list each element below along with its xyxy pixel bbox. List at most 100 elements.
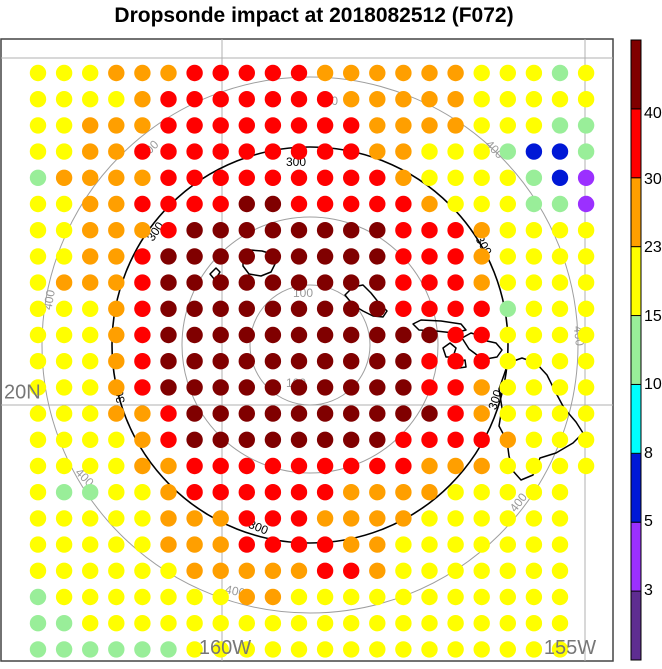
impact-dot: [108, 300, 125, 317]
impact-dot: [525, 536, 543, 553]
impact-dot: [238, 536, 255, 553]
impact-dot: [108, 195, 125, 213]
impact-dot: [525, 64, 543, 82]
impact-dot: [290, 484, 308, 501]
impact-dot: [29, 588, 47, 606]
impact-dot: [447, 169, 464, 186]
impact-dot: [395, 431, 412, 448]
impact-dot: [577, 353, 595, 370]
impact-dot: [343, 64, 360, 82]
range-circle-400: [41, 76, 579, 614]
impact-dot: [264, 457, 282, 475]
impact-dot: [160, 379, 177, 396]
impact-dot: [343, 641, 360, 658]
impact-dot: [499, 326, 516, 344]
impact-dot: [447, 405, 464, 422]
impact-dot: [212, 300, 229, 317]
impact-dot: [473, 143, 490, 160]
impact-dot: [160, 326, 177, 344]
impact-dot: [212, 326, 229, 344]
impact-dot: [343, 457, 360, 475]
impact-dot: [108, 91, 125, 108]
impact-dot: [108, 510, 125, 527]
impact-dot: [421, 274, 438, 291]
impact-dot: [82, 117, 99, 134]
impact-dot: [447, 64, 464, 82]
impact-dot: [473, 615, 490, 632]
impact-dot: [499, 641, 516, 658]
impact-dot: [551, 510, 569, 527]
impact-dot: [160, 248, 177, 265]
impact-dot: [186, 457, 203, 475]
impact-dot: [134, 169, 151, 186]
impact-dot: [134, 588, 151, 606]
impact-dot: [108, 143, 125, 160]
impact-dot: [577, 169, 595, 186]
impact-dot: [290, 143, 308, 160]
impact-dot: [108, 326, 125, 344]
impact-dot: [134, 431, 151, 448]
impact-dot: [160, 195, 177, 213]
impact-dot: [395, 353, 412, 370]
impact-dot: [238, 484, 255, 501]
impact-dot: [82, 91, 99, 108]
impact-dot: [290, 195, 308, 213]
impact-dot: [395, 195, 412, 213]
impact-dot: [290, 510, 308, 527]
impact-dot: [160, 484, 177, 501]
impact-dot: [108, 484, 125, 501]
impact-dot: [238, 379, 255, 396]
impact-dot: [316, 326, 334, 344]
impact-dot: [55, 510, 73, 527]
impact-dot: [343, 91, 360, 108]
impact-dot: [551, 117, 569, 134]
impact-dot: [551, 248, 569, 265]
impact-dot: [134, 457, 151, 475]
impact-dot: [29, 195, 47, 213]
impact-dot: [447, 431, 464, 448]
impact-dot: [29, 143, 47, 160]
impact-dot: [499, 64, 516, 82]
impact-dot: [551, 326, 569, 344]
impact-dot: [134, 274, 151, 291]
impact-dot: [473, 484, 490, 501]
impact-dot: [82, 562, 99, 579]
impact-dot: [238, 641, 255, 658]
impact-dot: [55, 64, 73, 82]
colorbar: [630, 39, 642, 661]
impact-dot: [369, 143, 386, 160]
impact-dot: [395, 510, 412, 527]
impact-dot: [238, 405, 255, 422]
impact-dot: [421, 326, 438, 344]
impact-dot: [82, 510, 99, 527]
impact-dot: [316, 405, 334, 422]
impact-dot: [238, 91, 255, 108]
impact-dot: [238, 274, 255, 291]
colorbar-label-40: 40: [644, 105, 662, 122]
impact-dot: [108, 405, 125, 422]
impact-dot: [82, 379, 99, 396]
impact-dot: [447, 457, 464, 475]
impact-dot: [186, 248, 203, 265]
impact-dot: [238, 64, 255, 82]
impact-dot: [447, 641, 464, 658]
colorbar-frame: [630, 39, 642, 661]
impact-dot: [395, 562, 412, 579]
impact-dot: [316, 169, 334, 186]
impact-dot: [160, 405, 177, 422]
impact-dot: [499, 195, 516, 213]
impact-dot: [369, 300, 386, 317]
impact-dot: [264, 274, 282, 291]
impact-dot: [473, 510, 490, 527]
impact-dot: [473, 431, 490, 448]
impact-dot: [421, 195, 438, 213]
impact-dot: [447, 353, 464, 370]
impact-dot: [186, 169, 203, 186]
impact-dot: [55, 588, 73, 606]
impact-dot: [134, 222, 151, 239]
impact-dot: [421, 641, 438, 658]
impact-dot: [343, 536, 360, 553]
impact-dot: [525, 431, 543, 448]
colorbar-swatch: [631, 315, 641, 385]
